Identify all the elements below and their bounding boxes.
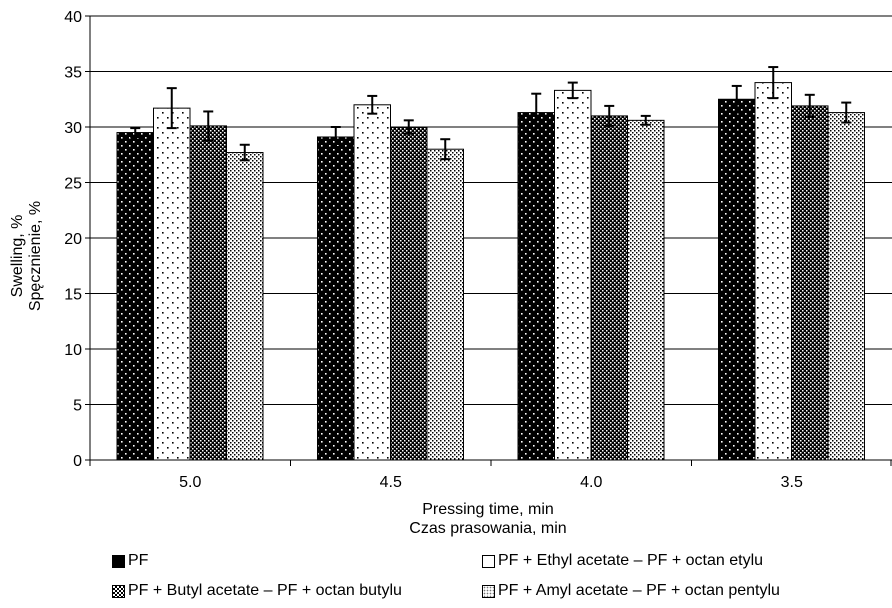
legend-label-amyl: PF + Amyl acetate – PF + octan pentylu <box>498 582 780 599</box>
bar <box>554 89 592 461</box>
bar <box>189 125 227 461</box>
bar <box>627 119 665 461</box>
legend-swatch-ethyl <box>482 554 495 568</box>
legend-label-butyl: PF + Butyl acetate – PF + octan butylu <box>128 582 402 599</box>
x-tick-label: 5.0 <box>179 474 201 491</box>
y-tick-label: 35 <box>64 65 82 82</box>
legend-item-butyl: PF + Butyl acetate – PF + octan butylu <box>112 582 402 600</box>
legend-item-amyl: PF + Amyl acetate – PF + octan pentylu <box>482 582 780 600</box>
x-tick-labels: 5.0 4.5 4.0 3.5 <box>179 474 803 491</box>
y-axis-label-line2: Spęcznienie, % <box>27 201 44 311</box>
legend-swatch-amyl <box>482 584 495 598</box>
bar <box>827 112 865 461</box>
y-tick-label: 10 <box>64 342 82 359</box>
x-axis-label-line1: Pressing time, min <box>422 501 554 518</box>
legend-item-pf: PF <box>112 552 148 570</box>
legend-label-pf: PF <box>128 552 149 569</box>
x-tick-label: 3.5 <box>781 474 803 491</box>
bar <box>718 98 756 461</box>
y-axis-label-line1: Swelling, % <box>9 215 26 298</box>
legend-item-ethyl: PF + Ethyl acetate – PF + octan etylu <box>482 552 763 570</box>
y-tick-label: 30 <box>64 120 82 137</box>
bar <box>153 107 191 461</box>
legend-label-ethyl: PF + Ethyl acetate – PF + octan etylu <box>498 552 764 569</box>
x-axis-label-line2: Czas prasowania, min <box>409 520 566 537</box>
y-tick-label: 5 <box>73 398 82 415</box>
bar <box>226 152 264 461</box>
x-tick-label: 4.0 <box>580 474 602 491</box>
bar <box>390 126 428 461</box>
legend-swatch-pf <box>112 554 125 568</box>
bar <box>517 112 555 461</box>
bar <box>116 132 154 461</box>
y-tick-label: 40 <box>64 9 82 26</box>
y-tick-labels: 0 5 10 15 20 25 30 35 40 <box>64 9 82 470</box>
bar <box>791 105 829 461</box>
bars <box>116 82 865 461</box>
bar <box>317 136 355 461</box>
y-tick-label: 20 <box>64 231 82 248</box>
axes <box>85 15 892 466</box>
bar <box>353 104 391 461</box>
bar <box>754 82 792 461</box>
x-tick-label: 4.5 <box>380 474 402 491</box>
y-tick-label: 0 <box>73 453 82 470</box>
y-tick-label: 25 <box>64 176 82 193</box>
y-tick-label: 15 <box>64 287 82 304</box>
bar <box>590 115 628 461</box>
bar <box>426 148 464 461</box>
legend-swatch-butyl <box>112 584 125 598</box>
error-bars <box>130 66 852 162</box>
